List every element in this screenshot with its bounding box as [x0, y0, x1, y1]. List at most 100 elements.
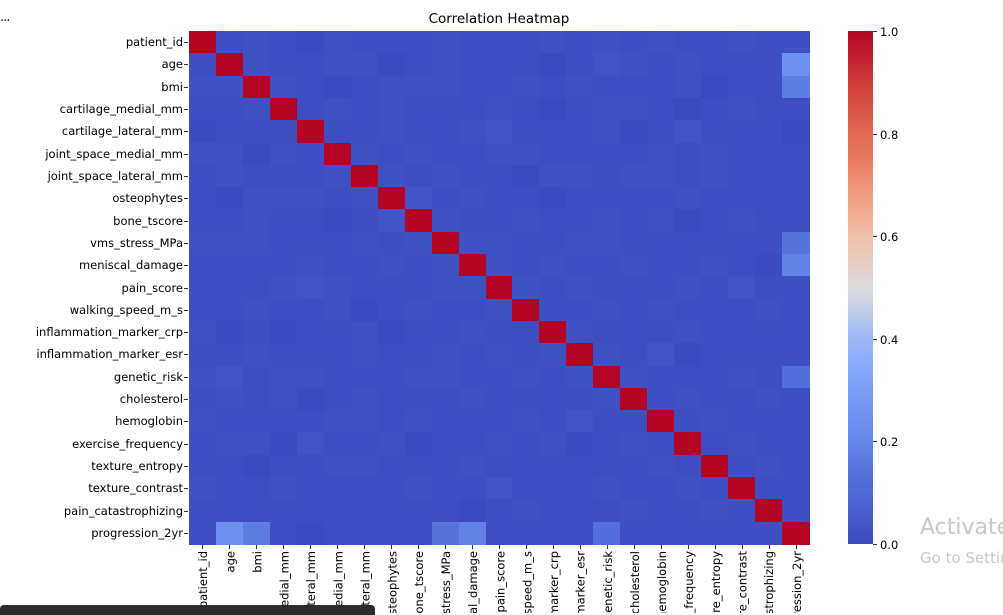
- heatmap-cell: [242, 276, 271, 300]
- heatmap-cell: [674, 343, 702, 367]
- heatmap-cell: [215, 120, 244, 144]
- heatmap-cell: [701, 410, 729, 434]
- heatmap-cell: [755, 164, 783, 188]
- heatmap-cell: [458, 97, 487, 121]
- heatmap-cell: [350, 477, 379, 500]
- heatmap-cell: [431, 231, 460, 255]
- y-tick-label: pain_score: [121, 280, 183, 295]
- heatmap-cell: [189, 410, 217, 434]
- x-tick: [445, 545, 447, 549]
- heatmap-cell: [458, 320, 487, 344]
- y-tick: [184, 443, 188, 445]
- heatmap-cell: [647, 97, 675, 121]
- heatmap-cell: [620, 320, 648, 344]
- heatmap-cell: [377, 75, 406, 99]
- heatmap-cell: [215, 387, 244, 411]
- heatmap-cell: [647, 320, 675, 344]
- heatmap-cell: [674, 53, 702, 77]
- heatmap-cell: [512, 343, 541, 367]
- heatmap-cell: [593, 231, 621, 255]
- heatmap-cell: [728, 53, 756, 77]
- heatmap-cell: [512, 410, 541, 434]
- heatmap-cell: [242, 31, 271, 54]
- heatmap-cell: [539, 209, 567, 233]
- heatmap-cell: [485, 432, 514, 456]
- heatmap-cell: [782, 343, 810, 367]
- heatmap-cell: [674, 320, 702, 344]
- heatmap-cell: [539, 499, 567, 523]
- heatmap-cell: [566, 187, 594, 211]
- heatmap-cell: [189, 97, 217, 121]
- heatmap-cell: [674, 499, 702, 523]
- colorbar-tick-label: 0.4: [880, 332, 899, 347]
- heatmap-cell: [323, 387, 352, 411]
- heatmap-cell: [215, 454, 244, 478]
- y-tick: [184, 465, 188, 467]
- heatmap-cell: [215, 298, 244, 322]
- heatmap-cell: [701, 454, 729, 478]
- heatmap-cell: [215, 209, 244, 233]
- heatmap-cell: [755, 209, 783, 233]
- heatmap-cell: [512, 365, 541, 389]
- heatmap-cell: [566, 432, 594, 456]
- x-tick: [714, 545, 716, 549]
- heatmap-cell: [620, 53, 648, 77]
- bottom-scrollbar[interactable]: [0, 605, 375, 615]
- heatmap-cell: [593, 187, 621, 211]
- heatmap-cell: [566, 142, 594, 166]
- heatmap-cell: [674, 187, 702, 211]
- heatmap-cell: [404, 187, 433, 211]
- heatmap-cell: [296, 432, 325, 456]
- heatmap-cell: [539, 521, 567, 545]
- heatmap-cell: [620, 164, 648, 188]
- heatmap-cell: [404, 343, 433, 367]
- heatmap-cell: [512, 187, 541, 211]
- heatmap-cell: [782, 142, 810, 166]
- heatmap-cell: [323, 53, 352, 77]
- x-tick: [741, 545, 743, 549]
- heatmap-cell: [350, 254, 379, 277]
- heatmap-cell: [323, 454, 352, 478]
- heatmap-cell: [782, 254, 810, 277]
- x-tick: [391, 545, 393, 549]
- x-tick-label: pain_catastrophizing: [762, 551, 777, 613]
- heatmap-cell: [269, 365, 298, 389]
- x-tick-label: texture_contrast: [735, 551, 750, 613]
- y-tick-label: patient_id: [125, 35, 183, 50]
- heatmap-cell: [728, 521, 756, 545]
- heatmap-cell: [620, 477, 648, 500]
- heatmap-cell: [566, 365, 594, 389]
- heatmap-cell: [539, 31, 567, 54]
- heatmap-cell: [485, 477, 514, 500]
- heatmap-cell: [296, 387, 325, 411]
- heatmap-cell: [539, 454, 567, 478]
- heatmap-cell: [620, 365, 648, 389]
- heatmap-cell: [404, 97, 433, 121]
- x-tick-label: texture_entropy: [708, 551, 723, 613]
- heatmap-cell: [269, 432, 298, 456]
- y-tick: [184, 109, 188, 111]
- heatmap-cell: [566, 31, 594, 54]
- heatmap-cell: [539, 365, 567, 389]
- heatmap-cell: [215, 187, 244, 211]
- heatmap-cell: [782, 187, 810, 211]
- heatmap-cell: [728, 97, 756, 121]
- heatmap-cell: [728, 320, 756, 344]
- heatmap-cell: [485, 521, 514, 545]
- heatmap-cell: [296, 454, 325, 478]
- y-tick-label: genetic_risk: [113, 369, 183, 384]
- heatmap-cell: [189, 254, 217, 277]
- heatmap-cell: [512, 454, 541, 478]
- heatmap-cell: [269, 120, 298, 144]
- heatmap-cell: [350, 298, 379, 322]
- heatmap-cell: [269, 477, 298, 500]
- heatmap-cell: [728, 298, 756, 322]
- heatmap-cell: [755, 31, 783, 54]
- heatmap-cell: [566, 164, 594, 188]
- heatmap-cell: [728, 31, 756, 54]
- heatmap-cell: [242, 521, 271, 545]
- heatmap-cell: [593, 142, 621, 166]
- heatmap-cell: [242, 365, 271, 389]
- heatmap-cell: [647, 187, 675, 211]
- heatmap-cell: [593, 365, 621, 389]
